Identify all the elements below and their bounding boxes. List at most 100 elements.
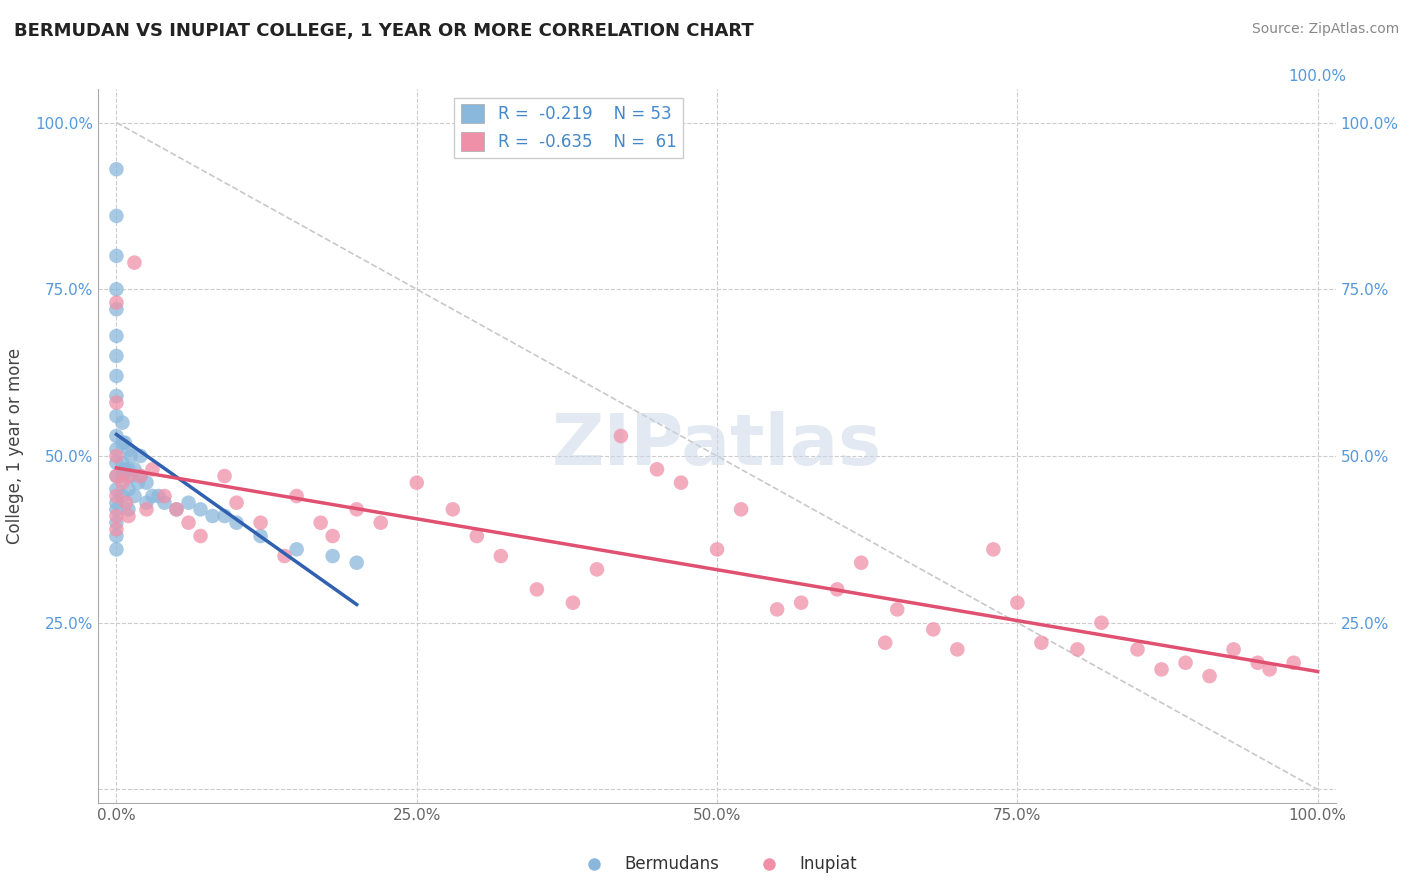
Point — [129, 469, 152, 483]
Point — [105, 368, 128, 383]
Point — [201, 509, 224, 524]
Point — [825, 582, 848, 597]
Point — [105, 209, 128, 223]
Point — [177, 496, 200, 510]
Point — [105, 249, 128, 263]
Point — [405, 475, 427, 490]
Point — [117, 502, 139, 516]
Point — [105, 529, 128, 543]
Point — [886, 602, 908, 616]
Point — [1174, 656, 1197, 670]
Point — [441, 502, 464, 516]
Point — [166, 502, 188, 516]
Point — [111, 469, 134, 483]
Point — [141, 489, 163, 503]
Point — [489, 549, 512, 563]
Point — [117, 442, 139, 457]
Point — [135, 475, 157, 490]
Point — [790, 596, 813, 610]
Point — [370, 516, 392, 530]
Point — [105, 302, 128, 317]
Point — [114, 462, 136, 476]
Point — [875, 636, 897, 650]
Point — [1090, 615, 1112, 630]
Point — [1150, 662, 1173, 676]
Point — [105, 469, 128, 483]
Point — [610, 429, 633, 443]
Point — [111, 456, 134, 470]
Point — [117, 462, 139, 476]
Point — [105, 389, 128, 403]
Legend: Bermudans, Inupiat: Bermudans, Inupiat — [571, 849, 863, 880]
Point — [129, 449, 152, 463]
Point — [105, 469, 128, 483]
Point — [105, 516, 128, 530]
Point — [124, 255, 146, 269]
Point — [117, 483, 139, 497]
Point — [105, 349, 128, 363]
Point — [105, 449, 128, 463]
Point — [1258, 662, 1281, 676]
Point — [309, 516, 332, 530]
Point — [249, 516, 271, 530]
Text: Source: ZipAtlas.com: Source: ZipAtlas.com — [1251, 22, 1399, 37]
Point — [285, 489, 308, 503]
Point — [124, 489, 146, 503]
Point — [115, 496, 138, 510]
Point — [586, 562, 609, 576]
Point — [214, 509, 236, 524]
Point — [141, 462, 163, 476]
Point — [273, 549, 295, 563]
Point — [922, 623, 945, 637]
Point — [322, 549, 344, 563]
Point — [135, 502, 157, 516]
Point — [148, 489, 170, 503]
Point — [249, 529, 271, 543]
Point — [105, 509, 128, 524]
Point — [346, 556, 368, 570]
Point — [1222, 642, 1244, 657]
Point — [561, 596, 583, 610]
Point — [285, 542, 308, 557]
Point — [346, 502, 368, 516]
Point — [111, 489, 134, 503]
Point — [117, 469, 139, 483]
Point — [105, 295, 128, 310]
Y-axis label: College, 1 year or more: College, 1 year or more — [7, 348, 24, 544]
Point — [105, 456, 128, 470]
Text: ZIPatlas: ZIPatlas — [553, 411, 882, 481]
Point — [465, 529, 488, 543]
Point — [105, 409, 128, 423]
Point — [120, 449, 142, 463]
Point — [127, 475, 149, 490]
Point — [105, 282, 128, 296]
Point — [190, 502, 212, 516]
Point — [120, 469, 142, 483]
Point — [669, 475, 692, 490]
Point — [105, 395, 128, 409]
Point — [214, 469, 236, 483]
Point — [124, 462, 146, 476]
Point — [105, 496, 128, 510]
Point — [983, 542, 1005, 557]
Point — [225, 496, 247, 510]
Point — [645, 462, 668, 476]
Point — [105, 522, 128, 536]
Point — [1126, 642, 1149, 657]
Point — [190, 529, 212, 543]
Point — [851, 556, 873, 570]
Point — [706, 542, 728, 557]
Point — [105, 542, 128, 557]
Point — [105, 489, 128, 503]
Point — [105, 329, 128, 343]
Text: BERMUDAN VS INUPIAT COLLEGE, 1 YEAR OR MORE CORRELATION CHART: BERMUDAN VS INUPIAT COLLEGE, 1 YEAR OR M… — [14, 22, 754, 40]
Point — [111, 435, 134, 450]
Point — [946, 642, 969, 657]
Point — [135, 496, 157, 510]
Point — [129, 469, 152, 483]
Point — [1007, 596, 1029, 610]
Point — [730, 502, 752, 516]
Point — [105, 483, 128, 497]
Point — [225, 516, 247, 530]
Point — [111, 416, 134, 430]
